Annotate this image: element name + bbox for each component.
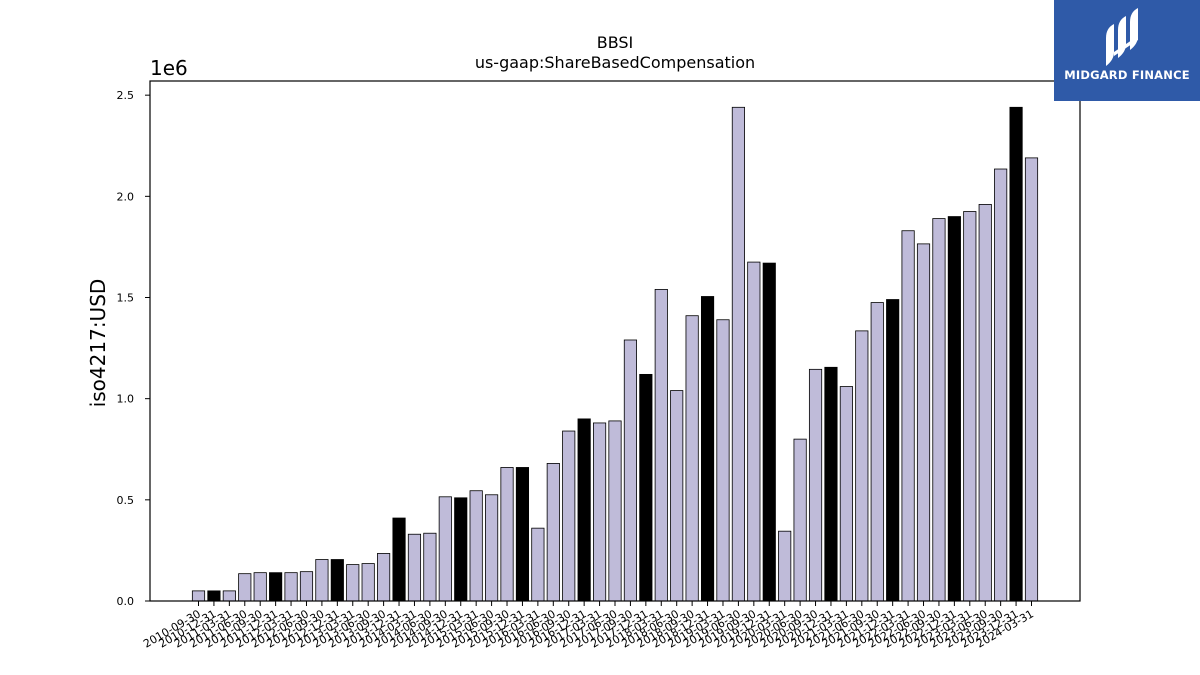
- bar-2014-09-30: [438, 496, 452, 602]
- bar-2020-12-31: [824, 366, 838, 602]
- bar-2014-03-31: [407, 533, 422, 602]
- y-tick-label: 1.0: [117, 393, 135, 406]
- bar-2016-06-30: [546, 463, 560, 602]
- bar-2012-06-30: [299, 571, 314, 602]
- bar-2021-09-30: [870, 302, 884, 602]
- bar-2016-09-30: [562, 430, 576, 602]
- bar-2011-06-30: [238, 573, 252, 602]
- plot-frame: [149, 80, 1081, 602]
- bar-2021-03-31: [839, 386, 853, 602]
- midgard-finance-logo: MIDGARD FINANCE: [1054, 0, 1200, 101]
- bar-2017-03-31: [593, 422, 607, 602]
- logo-text: MIDGARD FINANCE: [1064, 68, 1190, 82]
- y-tick-label: 0.0: [117, 595, 135, 608]
- bar-2019-06-30: [731, 106, 745, 602]
- bar-2017-09-30: [623, 339, 638, 602]
- bar-2012-03-31: [284, 572, 298, 602]
- y-tick-label: 1.5: [117, 291, 135, 304]
- bar-2021-12-31: [886, 299, 900, 602]
- bar-2019-03-31: [716, 319, 730, 602]
- bar-2010-12-31: [207, 590, 221, 602]
- bar-2013-06-30: [361, 563, 375, 602]
- bar-2024-03-31: [1024, 157, 1039, 602]
- bar-2020-06-30: [793, 438, 807, 602]
- bar-2018-12-31: [700, 296, 715, 602]
- bar-2017-06-30: [608, 420, 622, 602]
- bar-2015-09-30: [500, 467, 514, 602]
- bar-2022-03-31: [901, 230, 915, 602]
- bar-2014-06-30: [423, 532, 437, 602]
- bar-2022-09-30: [932, 218, 946, 602]
- bar-2018-03-31: [654, 288, 668, 602]
- bar-2015-12-31: [515, 467, 530, 602]
- bar-2011-09-30: [253, 572, 267, 602]
- chart-subtitle: us-gaap:ShareBasedCompensation: [475, 53, 755, 72]
- bar-2017-12-31: [639, 373, 653, 602]
- bar-2015-06-30: [485, 494, 499, 602]
- chart-title: BBSI: [597, 33, 634, 52]
- y-tick-label: 2.5: [117, 89, 135, 102]
- midgard-logo-icon: [1106, 8, 1138, 66]
- bar-2023-12-31: [1009, 106, 1023, 602]
- y-axis-offset-label: 1e6: [150, 56, 188, 80]
- bar-2019-12-31: [762, 262, 776, 602]
- y-tick-label: 0.5: [117, 494, 135, 507]
- bar-2015-03-31: [469, 490, 483, 602]
- bar-2023-06-30: [978, 204, 992, 602]
- bar-2013-09-30: [377, 553, 391, 602]
- bar-2016-03-31: [531, 527, 545, 602]
- bar-2020-09-30: [808, 368, 823, 602]
- bar-2013-12-31: [392, 517, 406, 602]
- y-axis-label: iso4217:USD: [86, 279, 110, 408]
- bar-2019-09-30: [747, 261, 761, 602]
- bar-2022-06-30: [916, 243, 931, 602]
- bar-2013-03-31: [346, 564, 360, 602]
- y-tick-label: 2.0: [117, 190, 135, 203]
- bar-2022-12-31: [947, 216, 961, 602]
- bar-2018-09-30: [685, 315, 699, 602]
- bar-2012-12-31: [330, 559, 344, 602]
- bar-2010-09-30: [191, 590, 206, 602]
- bar-2023-09-30: [994, 168, 1008, 602]
- bar-2011-03-31: [222, 590, 236, 602]
- bar-2012-09-30: [315, 559, 329, 602]
- bars-layer: [191, 106, 1039, 602]
- bar-2023-03-31: [963, 211, 977, 602]
- x-axis: 2010-09-302010-12-312011-03-312011-06-30…: [141, 601, 1036, 651]
- y-axis: 0.0 0.5 1.0 1.5 2.0 2.5: [117, 89, 150, 608]
- bar-2021-06-30: [855, 330, 869, 602]
- bar-2016-12-31: [577, 418, 591, 602]
- bar-2014-12-31: [454, 497, 468, 602]
- bar-2011-12-31: [269, 572, 283, 602]
- bar-2018-06-30: [670, 390, 684, 602]
- bar-2020-03-31: [778, 530, 792, 602]
